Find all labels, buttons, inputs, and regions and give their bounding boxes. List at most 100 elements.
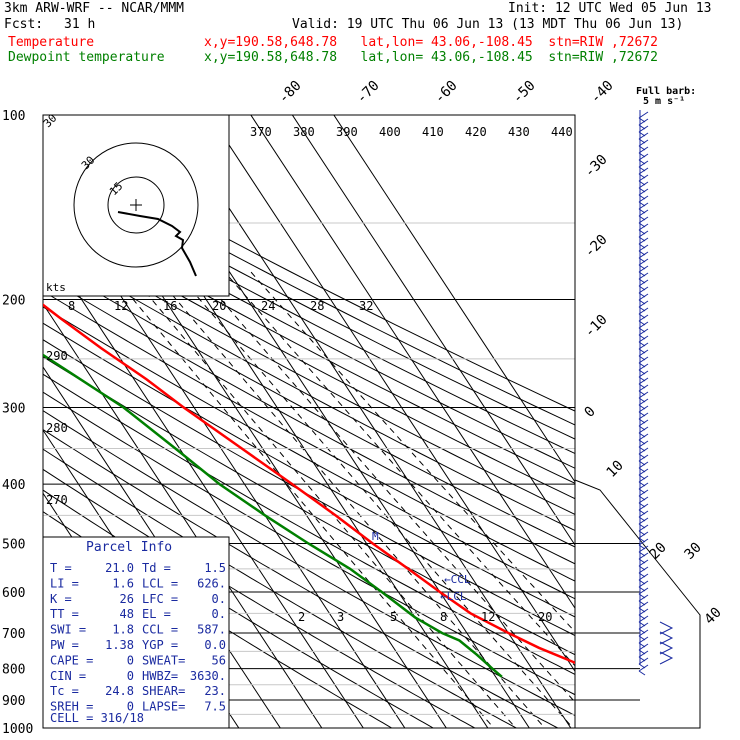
pressure-label-1000: 1000	[2, 722, 33, 737]
dry-adiabat-line	[43, 410, 575, 717]
mixing-ratio-lines	[109, 271, 575, 728]
forecast-label: Fcst:	[4, 17, 44, 32]
pressure-label-200: 200	[2, 294, 25, 309]
temperature-line	[43, 303, 575, 665]
isotherm-line	[250, 115, 575, 610]
parcel-key-right: EL =	[142, 607, 171, 621]
model-title: 3km ARW-WRF -- NCAR/MMM	[4, 1, 185, 16]
theta-label: 390	[336, 125, 358, 139]
parcel-value-right: 0.0	[204, 638, 226, 652]
parcel-cell: CELL = 316/18	[50, 711, 144, 725]
lfc-marker: M	[372, 530, 379, 543]
pressure-label-500: 500	[2, 537, 25, 552]
forecast-hours: 31 h	[64, 17, 96, 32]
temp-tick-label: 20	[647, 540, 670, 563]
parcel-key-right: SWEAT=	[142, 653, 185, 667]
hodograph-ring-outer	[73, 142, 199, 268]
mixing-ratio-label: 12	[481, 610, 495, 624]
parcel-key-right: Td =	[142, 561, 171, 575]
theta-side-label: 290	[46, 349, 68, 363]
isotherm-line	[208, 115, 575, 673]
isotherm-line	[333, 115, 575, 483]
parcel-key-right: SHEAR=	[142, 684, 185, 698]
pressure-label-700: 700	[2, 627, 25, 642]
parcel-key-left: TT =	[50, 607, 79, 621]
mixing-ratio-line	[196, 271, 575, 703]
parcel-value-left: 21.0	[105, 561, 134, 575]
temp-tick-label: -20	[582, 232, 611, 261]
mixing-ratio-label: 20	[538, 610, 552, 624]
mixing-ratio-label: 16	[163, 299, 177, 313]
parcel-value-right: 23.	[204, 684, 226, 698]
isotherm-line	[43, 302, 323, 728]
hodograph-trace	[117, 211, 197, 277]
theta-label: 410	[422, 125, 444, 139]
dewpoint-legend: Dewpoint temperature	[8, 50, 165, 65]
wind-barb	[638, 664, 649, 672]
full-barb-label: Full barb:	[636, 86, 696, 97]
parcel-key-left: SWI =	[50, 623, 86, 637]
temp-tick-label: 40	[702, 605, 725, 628]
wind-barbs: Full barb:5 m s⁻¹	[636, 86, 696, 676]
plot-frame	[42, 114, 701, 729]
theta-label: 380	[293, 125, 315, 139]
temperature-legend: Temperature	[8, 35, 95, 50]
mixing-ratio-line	[109, 271, 495, 728]
pressure-label-400: 400	[2, 478, 25, 493]
temperature-location: x,y=190.58,648.78 lat,lon= 43.06,-108.45…	[204, 35, 658, 50]
parcel-key-left: PW =	[50, 638, 79, 652]
dry-adiabat-line	[43, 429, 559, 728]
temp-tick-label: -50	[510, 78, 539, 107]
pressure-label-900: 900	[2, 694, 25, 709]
parcel-value-left: 0	[127, 669, 134, 683]
theta-label: 420	[465, 125, 487, 139]
parcel-value-right: 1.5	[204, 561, 226, 575]
temp-tick-label: -70	[354, 78, 383, 107]
parcel-value-left: 1.38	[105, 638, 134, 652]
parcel-key-right: LFC =	[142, 592, 178, 606]
parcel-panel-box	[42, 536, 230, 729]
ccl-marker: ←CCL	[444, 573, 471, 586]
parcel-value-left: 0	[127, 700, 134, 714]
hodograph-ring-inner	[107, 176, 165, 234]
mixing-ratio-line	[128, 271, 517, 728]
parcel-key-left: CIN =	[50, 669, 86, 683]
mixing-ratio-label: 20	[212, 299, 226, 313]
dry-adiabat-line	[43, 448, 518, 728]
parcel-value-left: 48	[120, 607, 134, 621]
parcel-key-right: CCL =	[142, 623, 178, 637]
lower-extension-border	[574, 479, 701, 729]
mixing-ratio-label: 3	[337, 610, 344, 624]
mixing-ratio-label: 24	[261, 299, 275, 313]
theta-label: 400	[379, 125, 401, 139]
parcel-value-left: 24.8	[105, 684, 134, 698]
parcel-value-right: 0.	[212, 607, 226, 621]
parcel-key-left: Tc =	[50, 684, 79, 698]
parcel-value-right: 56	[212, 653, 226, 667]
parcel-value-right: 0.	[212, 592, 226, 606]
parcel-value-left: 1.6	[112, 576, 134, 590]
isotherm-line	[291, 115, 575, 546]
mixing-ratio-line	[175, 271, 574, 728]
parcel-key-left: CAPE =	[50, 653, 93, 667]
temp-tick-label: 30	[682, 540, 705, 563]
kts-label: kts	[46, 281, 66, 294]
parcel-value-right: 7.5	[204, 700, 226, 714]
parcel-key-right: LCL =	[142, 576, 178, 590]
mixing-ratio-line	[152, 271, 546, 728]
valid-time: Valid: 19 UTC Thu 06 Jun 13 (13 MDT Thu …	[292, 17, 684, 32]
parcel-value-left: 0	[127, 653, 134, 667]
wind-barb-flag	[659, 641, 674, 655]
wind-barb-flag	[659, 631, 674, 645]
temp-tick-label: 0	[582, 404, 599, 421]
mixing-ratio-label: 12	[114, 299, 128, 313]
parcel-value-right: 3630.	[190, 669, 226, 683]
parcel-key-right: HWBZ=	[142, 669, 178, 683]
temp-tick-label: -10	[582, 312, 611, 341]
plot-border	[42, 114, 576, 729]
sounding-profiles	[43, 303, 575, 678]
wind-barb	[638, 670, 646, 676]
